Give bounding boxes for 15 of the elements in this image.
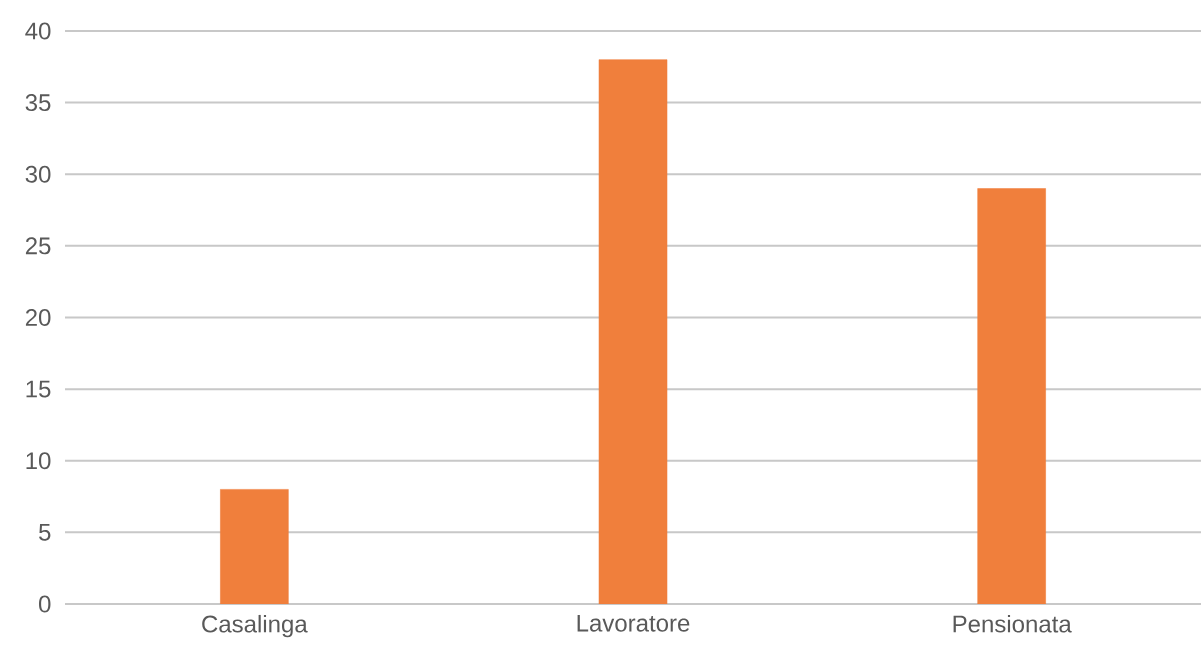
y-tick-label: 5 — [39, 523, 51, 541]
y-tick-label: 25 — [25, 237, 51, 255]
x-tick-label: Lavoratore — [577, 614, 690, 632]
x-tick-label: Casalinga — [202, 614, 308, 638]
y-tick-label: 20 — [25, 308, 51, 326]
bar — [598, 59, 668, 604]
bar — [977, 188, 1046, 604]
y-tick-label: 0 — [39, 595, 51, 613]
x-tick-label: Pensionata — [953, 614, 1072, 633]
bar — [220, 489, 289, 604]
y-tick-label: 15 — [26, 380, 51, 398]
y-tick-label: 10 — [26, 452, 51, 470]
y-tick-label: 40 — [25, 22, 51, 40]
y-tick-label: 35 — [25, 94, 51, 112]
y-tick-label: 30 — [25, 165, 51, 183]
